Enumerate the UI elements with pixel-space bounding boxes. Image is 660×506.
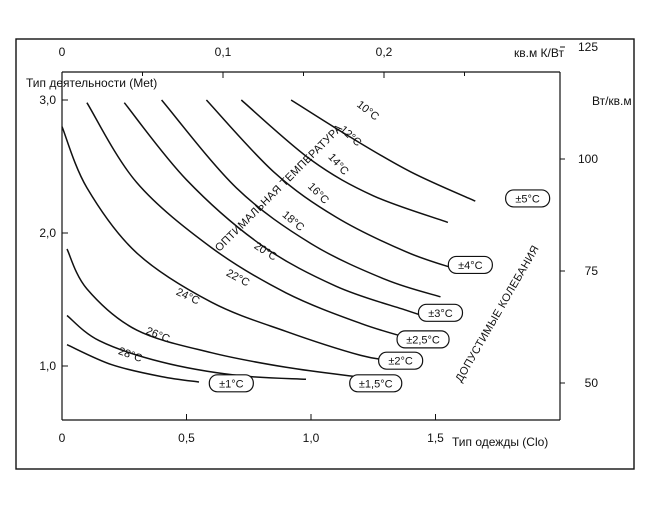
tolerance-box [378, 351, 424, 370]
y-axis-title: Тип деятельности (Met) [26, 76, 157, 90]
top-tick-label: 0,2 [376, 45, 393, 59]
y-tick-label: 1,0 [39, 359, 56, 373]
isotherm-24c-curve [66, 248, 356, 378]
y-tick-label: 3,0 [39, 93, 56, 107]
top-axis-title: кв.м К/Вт [514, 46, 564, 60]
right-tick-label: 50 [585, 376, 599, 390]
tolerance-text: ±3°C [428, 308, 453, 320]
tolerance-badge: ±2°C [378, 351, 424, 370]
y-tick-label: 2,0 [39, 226, 56, 240]
isotherm-22c-curve [61, 126, 394, 362]
isotherm-10c-curve [290, 99, 476, 202]
top-tick-label: 0 [59, 45, 66, 59]
tolerance-text: ±5°C [515, 193, 540, 205]
tolerance-badge: ±5°C [505, 189, 551, 208]
tolerance-text: ±1,5°C [359, 378, 393, 390]
tolerance-box [396, 330, 450, 349]
right-axis-title: Вт/кв.м [592, 94, 632, 108]
tolerance-text: ±4°C [458, 260, 483, 272]
tolerance-labels: ±1°C ±1,5°C ±2°C ±2,5°C ±3°C ±4°C ±5°C [208, 189, 551, 393]
tolerance-box [417, 303, 464, 322]
x-tick-label: 0 [59, 431, 66, 445]
isotherm-16c-curve [161, 99, 441, 298]
isotherm-14c-curve [205, 99, 456, 270]
tolerance-badge: ±2,5°C [396, 330, 450, 349]
x-tick-label: 0,5 [178, 431, 195, 445]
isotherm-26c-curve [66, 314, 307, 381]
tolerance-text: ±2,5°C [406, 334, 440, 346]
tolerance-badge: ±3°C [417, 303, 464, 322]
axis-ticks: 00,51,01,51,02,03,000,10,25075100125150 [39, 40, 599, 445]
plot-area [61, 71, 561, 421]
tolerance-box [447, 255, 493, 275]
tolerance-badge: ±1,5°C [349, 374, 403, 393]
tolerance-box [349, 374, 403, 393]
tolerance-badge: ±4°C [447, 255, 493, 275]
tolerance-badge: ±1°C [208, 374, 254, 393]
tolerance-text: ±2°C [388, 356, 413, 368]
isotherm-28c-curve [66, 344, 200, 383]
tolerance-text: ±1°C [219, 378, 244, 390]
isotherm-20c-curve [86, 102, 414, 341]
right-tick-label: 125 [578, 40, 598, 54]
tolerance-box [208, 374, 254, 393]
x-axis-title: Тип одежды (Clo) [452, 435, 548, 449]
isotherm-18c-curve [123, 102, 431, 319]
x-tick-label: 1,0 [303, 431, 320, 445]
right-tick-label: 100 [578, 152, 598, 166]
x-tick-label: 1,5 [427, 431, 444, 445]
right-tick-label: 75 [585, 264, 599, 278]
chart-frame [15, 38, 635, 470]
tolerance-box [505, 189, 551, 208]
isotherm-12c-curve [240, 99, 449, 224]
top-tick-label: 0,1 [215, 45, 232, 59]
isotherm-curves [61, 99, 476, 383]
